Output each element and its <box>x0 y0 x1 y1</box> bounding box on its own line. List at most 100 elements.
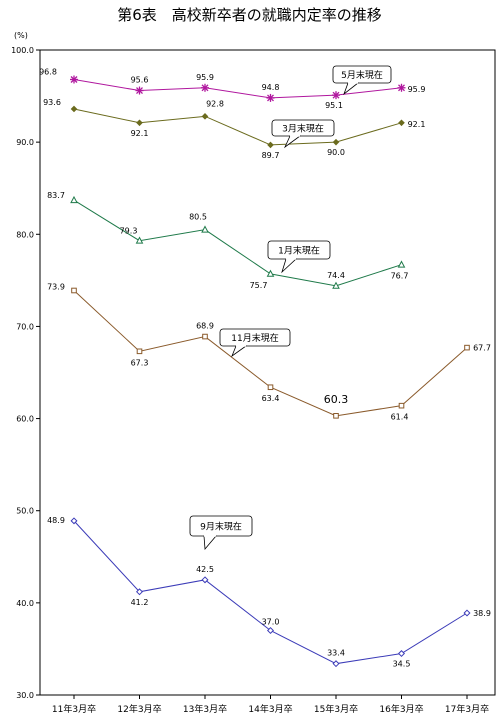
data-label: 60.3 <box>324 393 349 406</box>
x-tick-label: 15年3月卒 <box>314 703 358 715</box>
series-callout: 1月末現在 <box>267 240 331 274</box>
y-tick-label: 100.0 <box>11 46 34 55</box>
diamond-marker <box>266 626 275 635</box>
data-label: 92.8 <box>206 99 224 108</box>
square-marker <box>202 333 208 340</box>
series-4: 73.9 67.3 68.9 63.4 60.3 61.4 67.7 <box>47 282 491 421</box>
series-callout: 3月末現在 <box>271 119 335 149</box>
data-label: 95.6 <box>131 76 149 85</box>
diamond-marker <box>135 588 144 596</box>
series-callout: 11月末現在 <box>219 328 291 358</box>
y-tick-label: 90.0 <box>16 138 34 147</box>
callout-box <box>332 65 392 84</box>
data-label: 68.9 <box>196 322 214 331</box>
triangle-marker <box>135 236 144 244</box>
callout-label: 3月末現在 <box>282 123 324 135</box>
callout-tail <box>203 535 217 551</box>
star-stroke <box>70 76 78 83</box>
callout-box <box>219 328 291 347</box>
callout-tail <box>284 135 302 149</box>
callout-box <box>267 240 331 260</box>
data-label: 42.5 <box>196 565 214 574</box>
data-label: 67.3 <box>131 358 149 367</box>
callout-tail <box>343 82 360 96</box>
star-stroke <box>267 94 274 102</box>
diamond-marker <box>332 138 340 146</box>
data-label: 94.8 <box>262 83 280 92</box>
data-label: 83.7 <box>47 191 65 200</box>
square-marker <box>464 344 470 351</box>
square-marker <box>136 348 143 355</box>
data-label: 95.1 <box>325 101 343 110</box>
series-callout: 5月末現在 <box>332 65 392 96</box>
diamond-marker <box>398 119 405 127</box>
callout-label: 9月末現在 <box>200 521 242 533</box>
series-line <box>73 78 402 99</box>
square-marker <box>398 402 405 409</box>
triangle-marker <box>70 195 78 204</box>
data-label: 33.4 <box>327 649 345 658</box>
x-tick-label: 16年3月卒 <box>379 703 423 715</box>
y-tick-label: 70.0 <box>16 322 34 331</box>
diamond-marker <box>463 609 471 617</box>
data-label: 74.4 <box>327 271 345 280</box>
data-label: 38.9 <box>473 609 491 618</box>
axes: 30.0 40.0 50.0 60.0 70.0 80.0 90.0 100.0 11年3月卒 1… <box>11 46 496 715</box>
star-marker <box>266 93 275 102</box>
data-label: 61.4 <box>391 413 409 422</box>
callout-label: 11月末現在 <box>231 332 278 344</box>
star-stroke <box>332 91 340 99</box>
diamond-marker <box>201 113 209 120</box>
series-layer: 96.8 95.6 95.9 94.8 95.1 95.9 93.6 92.1 92.8 89.7… <box>39 67 491 668</box>
series-line <box>73 108 402 146</box>
series-callout: 9月末現在 <box>189 515 253 551</box>
data-label: 95.9 <box>408 85 426 94</box>
series-3: 83.7 79.3 80.5 75.7 74.4 76.7 <box>47 191 408 290</box>
star-stroke <box>398 84 405 92</box>
data-label: 80.5 <box>189 213 207 222</box>
x-tick-label: 13年3月卒 <box>183 703 227 715</box>
star-marker <box>201 83 209 92</box>
data-label: 92.1 <box>408 120 426 129</box>
x-tick-label: 12年3月卒 <box>117 703 161 715</box>
callouts: 5月末現在 3月末現在 1月末現在 11月末現在 9月末現在 <box>189 65 392 551</box>
diamond-marker <box>267 141 274 149</box>
diamond-marker <box>136 119 143 127</box>
diamond-marker <box>70 105 78 113</box>
series-line <box>73 199 402 287</box>
data-label: 95.9 <box>196 73 214 82</box>
callout-box <box>189 515 253 537</box>
data-label: 93.6 <box>43 98 61 107</box>
callout-label: 5月末現在 <box>341 69 383 81</box>
data-label: 96.8 <box>39 67 57 76</box>
series-2: 93.6 92.1 92.8 89.7 90.0 92.1 <box>43 98 425 160</box>
data-label: 67.7 <box>473 344 491 353</box>
data-label: 89.7 <box>262 151 280 160</box>
star-stroke <box>136 87 143 95</box>
diamond-marker <box>332 660 340 668</box>
diamond-marker <box>70 517 78 525</box>
data-label: 76.7 <box>391 272 409 281</box>
x-tick-label: 17年3月卒 <box>445 703 489 715</box>
callout-label: 1月末現在 <box>278 245 320 257</box>
series-5: 48.9 41.2 42.5 37.0 33.4 34.5 38.9 <box>47 516 491 669</box>
square-marker <box>71 287 77 294</box>
data-label: 63.4 <box>262 394 280 403</box>
series-1: 96.8 95.6 95.9 94.8 95.1 95.9 <box>39 67 425 110</box>
square-marker <box>333 413 339 419</box>
star-stroke <box>201 84 209 92</box>
plot-frame <box>39 49 496 696</box>
series-line <box>73 520 468 665</box>
data-label: 90.0 <box>327 148 345 157</box>
triangle-marker <box>332 281 340 289</box>
y-tick-label: 30.0 <box>16 691 34 700</box>
triangle-marker <box>201 225 209 233</box>
data-label: 79.3 <box>120 227 138 236</box>
callout-tail <box>281 258 298 274</box>
data-label: 92.1 <box>131 129 149 138</box>
triangle-marker <box>266 269 275 277</box>
star-marker <box>70 75 78 84</box>
data-label: 75.7 <box>250 281 268 290</box>
chart-title: 第6表 高校新卒者の就職内定率の推移 <box>117 6 382 24</box>
